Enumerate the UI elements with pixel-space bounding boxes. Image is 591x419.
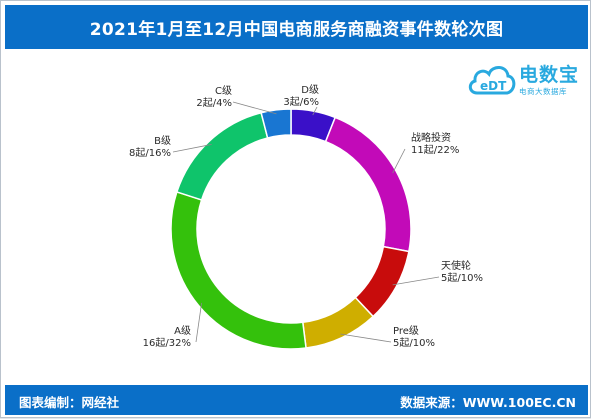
leader-line-4 xyxy=(195,302,203,343)
leader-line-2 xyxy=(392,276,440,286)
slice-label-5-value: 8起/16% xyxy=(129,147,171,159)
slice-label-6-name: C级 xyxy=(215,85,232,97)
footer-source: 数据来源：WWW.100EC.CN xyxy=(400,395,576,410)
slice-label-0-name: D级 xyxy=(301,84,319,96)
leader-line-1 xyxy=(392,148,406,174)
slice-label-2-value: 5起/10% xyxy=(441,272,483,284)
brand-logo: eDT 电数宝 电商大数据库 xyxy=(467,57,581,105)
chart-footer: 图表编制：网经社 数据来源：WWW.100EC.CN xyxy=(5,385,588,415)
slice-label-6-value: 2起/4% xyxy=(196,97,232,109)
slice-label-1-value: 11起/22% xyxy=(411,144,459,156)
donut-slice-3 xyxy=(301,296,375,349)
donut-slice-5 xyxy=(175,111,269,201)
logo-tagline: 电商大数据库 xyxy=(519,87,567,96)
slice-label-0-value: 3起/6% xyxy=(283,96,319,108)
slice-label-1-name: 战略投资 xyxy=(411,131,451,144)
chart-title: 2021年1月至12月中国电商服务商融资事件数轮次图 xyxy=(5,5,588,49)
slice-label-3-value: 5起/10% xyxy=(393,337,435,349)
slice-label-2-name: 天使轮 xyxy=(441,259,471,272)
footer-compiler: 图表编制：网经社 xyxy=(19,395,120,410)
donut-slice-1 xyxy=(324,116,412,253)
leader-line-0 xyxy=(312,106,318,116)
slice-label-4-name: A级 xyxy=(174,325,191,337)
leader-line-5 xyxy=(172,144,212,153)
slice-label-3-name: Pre级 xyxy=(393,325,419,337)
logo-badge-text: eDT xyxy=(480,79,507,93)
leader-line-3 xyxy=(340,333,392,343)
logo-name: 电数宝 xyxy=(519,64,580,86)
donut-slice-4 xyxy=(170,190,307,350)
slice-label-5-name: B级 xyxy=(154,135,171,147)
slice-label-4-value: 16起/32% xyxy=(143,337,191,349)
donut-slice-6 xyxy=(260,108,292,139)
leader-line-6 xyxy=(232,101,277,115)
cloud-logo-icon: eDT xyxy=(468,66,516,95)
